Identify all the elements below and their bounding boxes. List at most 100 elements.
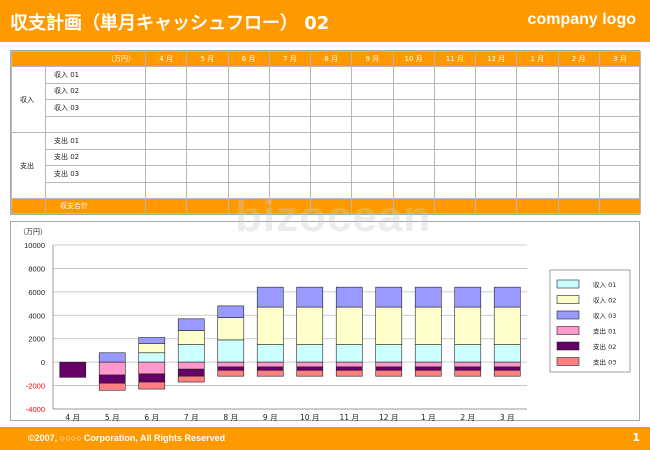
legend-label: 収入 03 <box>593 312 616 320</box>
income-value-cell <box>557 115 600 133</box>
bar-segment <box>414 366 442 371</box>
income-value-cell <box>433 82 477 100</box>
expense-value-cell <box>516 132 559 150</box>
month-header-cell: 5 月 <box>186 51 229 67</box>
expense-item-label: 支出 01 <box>45 132 146 150</box>
expense-value-cell <box>227 132 270 150</box>
x-tick-label: 5 月 <box>105 413 120 422</box>
bar-segment <box>454 366 482 371</box>
income-value-cell <box>474 99 518 117</box>
legend-swatch <box>556 310 580 320</box>
income-value-cell <box>433 99 477 117</box>
income-value-cell <box>144 99 188 117</box>
income-value-cell <box>598 115 642 133</box>
income-value-cell <box>351 82 394 100</box>
total-value-cell <box>227 198 270 214</box>
income-value-cell <box>557 82 600 100</box>
month-header-cell: 1 月 <box>516 51 559 67</box>
expense-value-cell <box>186 132 229 150</box>
expense-value-cell <box>227 181 270 199</box>
income-row: 収入 03 <box>12 99 642 117</box>
bar-segment <box>414 370 442 377</box>
total-value-cell <box>474 198 518 214</box>
income-value-cell <box>186 66 229 84</box>
expense-value-cell <box>433 148 477 166</box>
total-value-cell <box>516 198 559 214</box>
copyright-text: ©2007, ○○○○ Corporation, All Rights Rese… <box>28 433 226 443</box>
legend-label: 収入 01 <box>593 281 616 289</box>
expense-value-cell <box>557 148 600 166</box>
income-row <box>12 115 642 133</box>
expense-value-cell <box>144 181 188 199</box>
expense-value-cell <box>392 148 435 166</box>
income-value-cell <box>309 115 353 133</box>
bar-segment <box>296 370 324 377</box>
income-value-cell <box>268 66 312 84</box>
income-value-cell <box>392 99 435 117</box>
income-item-label: 収入 01 <box>45 66 146 84</box>
footer-bar: ©2007, ○○○○ Corporation, All Rights Rese… <box>0 427 650 450</box>
expense-value-cell <box>598 165 642 183</box>
page-number: 1 <box>632 431 640 444</box>
legend-label: 支出 01 <box>593 327 616 336</box>
total-value-cell <box>598 198 642 214</box>
bar-segment <box>335 306 363 345</box>
expense-value-cell <box>268 181 312 199</box>
bar-segment <box>98 382 126 391</box>
expense-value-cell <box>227 165 270 183</box>
expense-value-cell <box>392 132 435 150</box>
expense-value-cell <box>268 165 312 183</box>
income-row: 収入 02 <box>12 82 642 100</box>
total-label: 収支合計 <box>45 198 146 214</box>
month-header-cell: 7 月 <box>268 51 312 67</box>
bar-segment <box>335 286 363 308</box>
company-logo: company logo <box>527 11 636 28</box>
bar-segment <box>256 366 284 371</box>
month-header-cell: 12 月 <box>474 51 518 67</box>
bar-segment <box>375 286 403 308</box>
expense-item-label <box>45 181 146 199</box>
month-header-cell: 3 月 <box>598 51 642 67</box>
expense-value-cell <box>309 132 353 150</box>
income-value-cell <box>392 115 435 133</box>
y-tick-label: -2000 <box>26 382 45 391</box>
total-value-cell <box>309 198 353 214</box>
expense-value-cell <box>144 132 188 150</box>
month-header-cell: 11 月 <box>433 51 477 67</box>
expense-value-cell <box>474 132 518 150</box>
income-value-cell <box>351 99 394 117</box>
bar-segment <box>493 286 521 308</box>
bar-segment <box>335 370 363 377</box>
bar-segment <box>375 366 403 371</box>
income-value-cell <box>227 115 270 133</box>
x-tick-label: 7 月 <box>184 413 199 422</box>
bar-segment <box>375 370 403 377</box>
bar-segment <box>177 368 205 377</box>
income-value-cell <box>557 66 600 84</box>
expense-value-cell <box>144 165 188 183</box>
expense-value-cell <box>227 148 270 166</box>
month-header-cell: 10 月 <box>392 51 435 67</box>
x-tick-label: 4 月 <box>65 413 80 422</box>
bar-segment <box>335 344 363 363</box>
expense-value-cell <box>186 148 229 166</box>
bar-segment <box>177 318 205 331</box>
bar-segment <box>414 361 442 368</box>
income-value-cell <box>474 115 518 133</box>
legend-label: 支出 02 <box>593 342 616 351</box>
income-value-cell <box>144 115 188 133</box>
legend-swatch <box>556 279 580 289</box>
income-value-cell <box>144 66 188 84</box>
total-row: 収支合計 <box>11 198 642 214</box>
month-header-cell: 6 月 <box>227 51 270 67</box>
legend-swatch <box>556 326 580 335</box>
bar-segment <box>98 352 126 363</box>
income-value-cell <box>309 82 353 100</box>
expense-value-cell <box>516 165 559 183</box>
total-value-cell <box>351 198 394 214</box>
expense-value-cell <box>309 181 353 199</box>
expense-value-cell <box>474 148 518 166</box>
expense-value-cell <box>268 132 312 150</box>
income-value-cell <box>186 99 229 117</box>
